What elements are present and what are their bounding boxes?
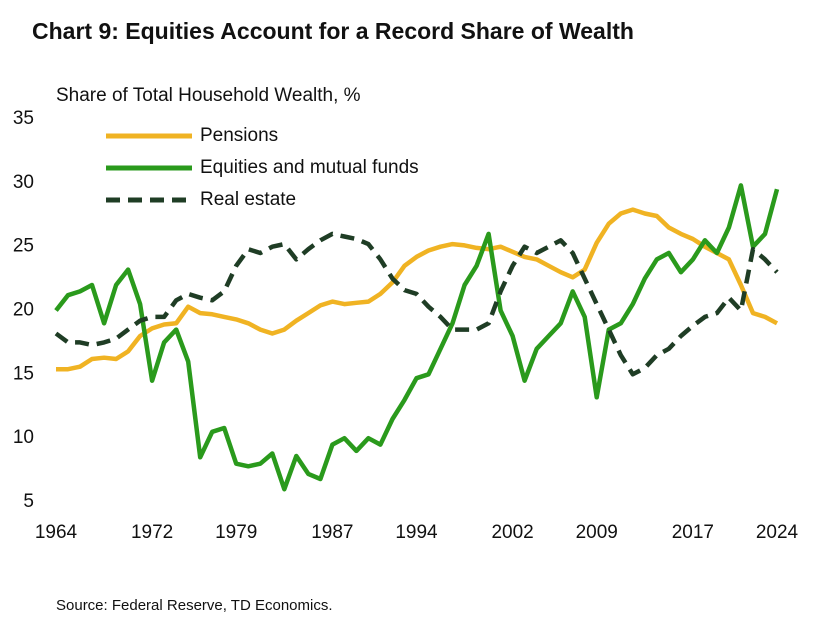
y-axis-label: Share of Total Household Wealth, % [56,85,361,106]
series-line [54,231,779,377]
x-tick-label: 1972 [131,522,173,543]
y-tick-label: 15 [13,363,34,384]
y-tick-label: 10 [13,427,34,448]
chart-title: Chart 9: Equities Account for a Record S… [32,18,634,44]
series-line [56,207,779,372]
y-tick-label: 5 [23,491,34,512]
y-tick-label: 20 [13,300,34,321]
y-tick-label: 25 [13,236,34,257]
y-tick-label: 35 [13,108,34,129]
y-tick-label: 30 [13,172,34,193]
x-tick-label: 1994 [395,522,438,543]
x-tick-label: 2024 [756,522,799,543]
x-tick-label: 1979 [215,522,257,543]
x-tick-label: 2002 [491,522,533,543]
x-tick-label: 1964 [35,522,78,543]
legend-label: Pensions [200,125,278,146]
x-tick-label: 2009 [576,522,618,543]
legend-label: Equities and mutual funds [200,157,419,178]
series-line [54,183,780,492]
source: Source: Federal Reserve, TD Economics. [56,597,333,614]
legend-label: Real estate [200,189,296,210]
x-tick-label: 1987 [311,522,353,543]
x-tick-label: 2017 [672,522,714,543]
